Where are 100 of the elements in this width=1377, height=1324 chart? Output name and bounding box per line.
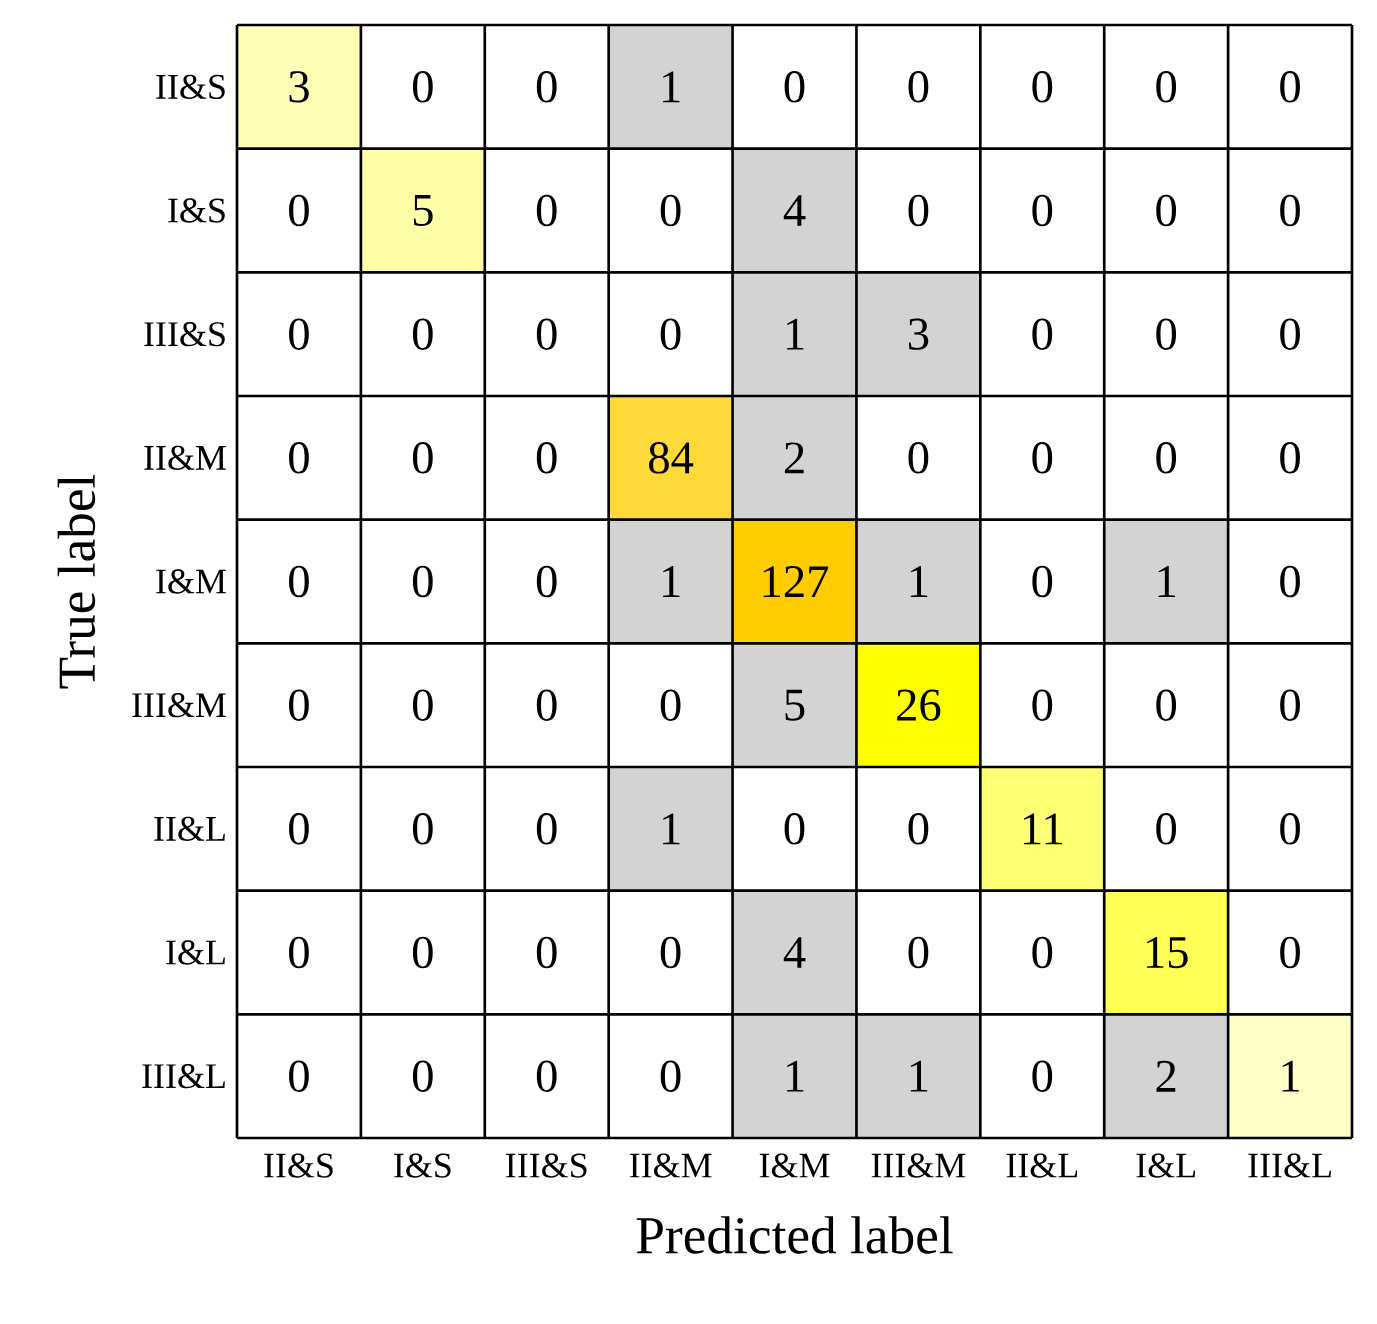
data-label: 0 <box>412 71 433 103</box>
data-label: 0 <box>660 689 681 721</box>
data-label: 0 <box>412 318 433 350</box>
data-label: 0 <box>1032 194 1053 227</box>
data-label: 0 <box>1032 71 1053 103</box>
x-tick-label: II&S <box>264 1153 333 1178</box>
data-label: 2 <box>1156 1060 1176 1092</box>
data-label: 0 <box>289 442 309 474</box>
data-label: 0 <box>289 194 309 227</box>
data-label: 0 <box>908 194 929 227</box>
data-label: 0 <box>289 1060 309 1092</box>
data-label: 0 <box>1280 936 1300 969</box>
x-tick-label: III&L <box>1248 1153 1331 1178</box>
data-label: 0 <box>1280 318 1300 350</box>
x-tick-label: II&L <box>1006 1153 1078 1178</box>
data-label: 0 <box>536 442 557 474</box>
data-label: 5 <box>785 689 805 721</box>
data-label: 0 <box>289 565 309 598</box>
data-label: 0 <box>1156 71 1177 103</box>
data-label: 26 <box>897 689 941 721</box>
data-label: 0 <box>412 565 433 598</box>
data-label: 1 <box>663 71 680 103</box>
data-label: 1 <box>910 1060 928 1092</box>
data-label: 0 <box>1156 689 1177 721</box>
data-label: 0 <box>536 71 557 103</box>
y-tick-label: III&S <box>144 322 225 347</box>
data-label: 0 <box>1280 442 1300 474</box>
x-tick-label: III&S <box>506 1153 587 1178</box>
y-axis-title: True label <box>57 474 96 689</box>
data-label: 0 <box>660 194 681 227</box>
data-label: 11 <box>1023 813 1062 845</box>
x-axis-title: Predicted label <box>636 1216 953 1254</box>
data-label: 0 <box>412 936 433 969</box>
data-label: 0 <box>412 1060 433 1092</box>
data-label: 0 <box>660 318 681 350</box>
data-label: 1 <box>786 1060 804 1092</box>
data-label: 0 <box>1032 1060 1053 1092</box>
data-label: 0 <box>784 71 805 103</box>
y-tick-label: I&S <box>168 198 225 223</box>
data-label: 0 <box>908 71 929 103</box>
y-tick-label: II&L <box>154 816 225 841</box>
data-label: 0 <box>1032 318 1053 350</box>
data-label: 0 <box>289 813 309 845</box>
data-label: 127 <box>763 566 829 597</box>
data-label: 2 <box>784 442 804 474</box>
y-tick-label: I&M <box>156 569 226 594</box>
x-tick-label: I&S <box>394 1153 451 1178</box>
data-label: 0 <box>1280 565 1300 598</box>
x-tick-label: I&M <box>759 1153 830 1178</box>
data-label: 0 <box>289 318 309 350</box>
data-label: 0 <box>1156 318 1177 350</box>
data-label: 0 <box>1280 194 1300 227</box>
data-label: 0 <box>536 565 557 598</box>
data-label: 15 <box>1146 936 1188 969</box>
data-label: 0 <box>908 936 929 969</box>
data-label: 4 <box>783 937 806 968</box>
data-label: 0 <box>1156 813 1177 845</box>
y-tick-label: III&M <box>132 693 226 718</box>
data-label: 0 <box>1280 71 1300 103</box>
y-tick-label: II&S <box>156 74 225 99</box>
data-label: 0 <box>289 936 309 969</box>
data-label: 0 <box>536 936 557 969</box>
data-label: 0 <box>1032 689 1053 721</box>
data-label: 0 <box>1032 565 1053 598</box>
data-label: 5 <box>413 195 433 227</box>
x-tick-label: III&M <box>871 1153 966 1178</box>
data-label: 0 <box>1156 194 1177 227</box>
data-label: 0 <box>412 442 433 474</box>
y-tick-label: II&M <box>144 445 226 470</box>
data-label: 1 <box>663 566 680 597</box>
data-label: 0 <box>784 813 805 845</box>
data-label: 0 <box>1280 689 1300 721</box>
data-label: 0 <box>1032 442 1053 474</box>
data-label: 0 <box>1032 936 1053 969</box>
data-label: 0 <box>1156 442 1177 474</box>
x-tick-label: II&M <box>629 1153 712 1178</box>
data-label: 0 <box>412 813 433 845</box>
data-label: 84 <box>649 442 694 474</box>
data-label: 4 <box>783 195 806 226</box>
data-label: 0 <box>289 689 309 721</box>
data-label: 3 <box>289 71 309 103</box>
x-tick-label: I&L <box>1136 1153 1195 1178</box>
data-label: 3 <box>908 318 929 350</box>
y-tick-label: I&L <box>166 940 225 965</box>
data-label: 0 <box>412 689 433 721</box>
data-label: 0 <box>908 442 929 474</box>
data-label: 1 <box>1282 1060 1299 1092</box>
data-label: 1 <box>663 813 680 845</box>
data-label: 0 <box>536 194 557 227</box>
data-label: 0 <box>536 1060 557 1092</box>
data-label: 0 <box>660 1060 681 1092</box>
data-label: 0 <box>536 318 557 350</box>
y-tick-label: III&L <box>142 1064 225 1089</box>
data-label: 0 <box>536 813 557 845</box>
data-label: 1 <box>910 566 928 597</box>
data-label: 1 <box>1158 566 1176 597</box>
data-label: 0 <box>536 689 557 721</box>
data-label: 0 <box>660 936 681 969</box>
data-label: 0 <box>1280 813 1300 845</box>
data-label: 0 <box>908 813 929 845</box>
